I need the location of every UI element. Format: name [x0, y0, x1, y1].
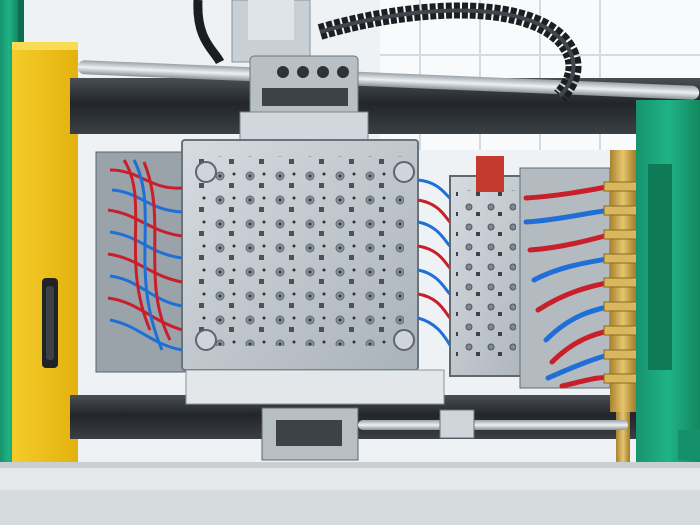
gripper-base: [239, 111, 369, 143]
mold-guide-pins: [195, 161, 415, 351]
guide-rail: [77, 60, 700, 100]
robot-gripper: [249, 55, 359, 117]
hose-bundle-left: [107, 159, 183, 352]
robot-cable: [193, 0, 225, 65]
red-block: [476, 156, 504, 192]
ejector-rod: [358, 420, 628, 430]
yellow-safety-guard: [12, 42, 78, 482]
manifold-fittings: [603, 181, 643, 384]
mold-base-block: [185, 369, 445, 405]
